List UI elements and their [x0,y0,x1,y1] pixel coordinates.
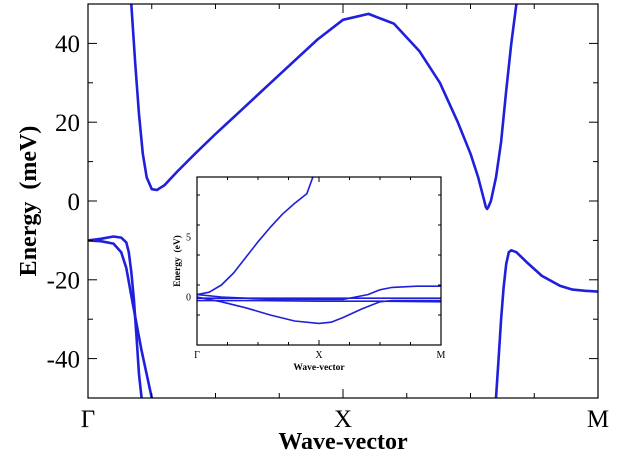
inset-y-tick-label: 5 [186,233,191,244]
main-series-group [88,4,598,398]
main-band-line-1 [130,4,518,211]
inset-x-tick-label: X [315,350,323,361]
main-y-tick-label: 20 [55,110,80,137]
inset-x-axis-label: Wave-vector [293,363,345,373]
main-x-tick-label: M [587,406,609,433]
main-chart: Γ X M 40 20 0 -20 -40 Wave-vector Energy (meV) [16,3,609,455]
main-band-line-4 [88,235,143,398]
main-y-tick-label: -20 [47,268,80,295]
main-band-line-2 [494,249,598,398]
inset-x-tick-label: M [437,350,446,361]
main-x-tick-label: X [334,406,352,433]
main-band-line-3 [88,239,154,398]
main-x-axis-label: Wave-vector [278,429,408,455]
main-y-tick-label: 0 [68,189,81,216]
main-y-tick-label: 40 [55,31,80,58]
main-x-tick-label: Γ [81,406,95,433]
inset-band-line-5 [197,299,441,303]
inset-y-tick-label: 0 [186,293,191,304]
inset-plot-background [197,177,441,345]
inset-series-group [197,177,441,325]
inset-chart: Γ X M 5 0 Wave-vector Energy (eV) [172,176,446,373]
inset-y-axis-label: Energy (eV) [172,235,183,287]
main-y-axis-label: Energy (meV) [16,126,42,277]
inset-band-line-1 [197,177,314,296]
inset-x-tick-label: Γ [194,350,200,361]
main-y-tick-label: -40 [47,346,80,373]
